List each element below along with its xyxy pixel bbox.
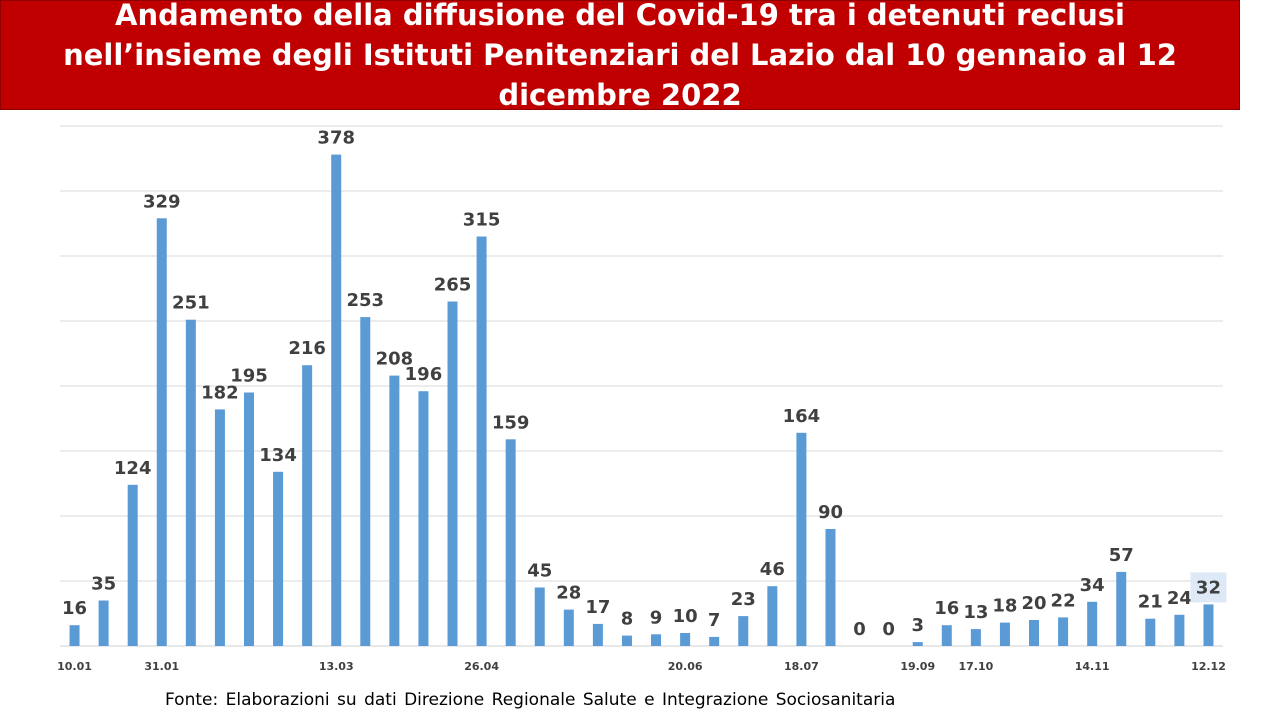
source-note: Fonte: Elaborazioni su dati Direzione Re… xyxy=(165,690,896,710)
bar xyxy=(709,636,720,646)
bar xyxy=(185,319,196,646)
bar xyxy=(767,586,778,646)
title-banner: Andamento della diffusione del Covid-19 … xyxy=(0,0,1240,112)
value-label: 3 xyxy=(911,615,924,636)
value-label: 10 xyxy=(673,606,698,627)
bar xyxy=(1145,618,1156,646)
bar xyxy=(447,301,458,646)
bar xyxy=(1203,604,1214,646)
value-label: 196 xyxy=(405,364,443,385)
bar xyxy=(912,642,923,646)
value-label: 16 xyxy=(934,598,959,619)
bar xyxy=(738,616,749,646)
value-label: 253 xyxy=(346,290,384,311)
value-label: 124 xyxy=(114,458,152,479)
value-label: 20 xyxy=(1021,593,1046,614)
x-tick-label: 18.07 xyxy=(784,660,819,673)
bar xyxy=(534,587,545,646)
value-label: 57 xyxy=(1109,545,1134,566)
bar xyxy=(214,409,225,646)
x-tick-label: 19.09 xyxy=(900,660,935,673)
bar xyxy=(1087,601,1098,646)
value-label: 9 xyxy=(650,607,663,628)
value-label: 8 xyxy=(621,609,634,630)
value-label: 378 xyxy=(317,128,355,149)
value-label: 34 xyxy=(1080,575,1105,596)
x-tick-label: 14.11 xyxy=(1075,660,1110,673)
value-label: 18 xyxy=(992,596,1017,617)
value-label: 251 xyxy=(172,293,210,314)
value-label: 21 xyxy=(1138,592,1163,613)
value-label: 35 xyxy=(91,574,116,595)
value-label: 159 xyxy=(492,412,530,433)
x-tick-label: 10.01 xyxy=(57,660,92,673)
bar xyxy=(1116,571,1127,646)
value-label: 195 xyxy=(230,366,268,387)
x-tick-label: 26.04 xyxy=(464,660,499,673)
value-label: 23 xyxy=(731,589,756,610)
value-label: 265 xyxy=(434,275,472,296)
bar xyxy=(999,622,1010,646)
bar xyxy=(651,634,662,646)
value-label: 17 xyxy=(585,597,610,618)
bar xyxy=(156,218,167,647)
value-label: 32 xyxy=(1196,577,1221,598)
bar xyxy=(331,154,342,646)
value-label: 24 xyxy=(1167,588,1192,609)
bar xyxy=(98,600,109,646)
bar xyxy=(1174,614,1185,646)
bar xyxy=(243,392,254,646)
x-tick-label: 12.12 xyxy=(1191,660,1226,673)
value-label: 28 xyxy=(556,583,581,604)
bar xyxy=(621,635,632,646)
bar xyxy=(476,236,487,646)
x-tick-label: 20.06 xyxy=(668,660,703,673)
bar xyxy=(389,375,400,646)
value-label: 45 xyxy=(527,561,552,582)
x-tick-label: 17.10 xyxy=(958,660,993,673)
bar-chart: 1635124329251182195134216378253208196265… xyxy=(57,125,1227,673)
value-label: 134 xyxy=(259,445,297,466)
x-tick-label: 31.01 xyxy=(144,660,179,673)
value-label: 315 xyxy=(463,210,501,231)
value-label-highlight xyxy=(1190,572,1227,603)
bar xyxy=(941,625,952,646)
bar xyxy=(680,633,691,646)
value-label: 46 xyxy=(760,559,785,580)
value-label: 0 xyxy=(882,619,895,640)
bar xyxy=(796,432,807,646)
value-label: 208 xyxy=(376,349,414,370)
bar xyxy=(273,471,284,646)
bar xyxy=(592,623,603,646)
bar xyxy=(418,391,429,646)
value-label: 0 xyxy=(853,619,866,640)
bar xyxy=(563,609,574,646)
bar xyxy=(1058,617,1069,646)
bar xyxy=(302,365,313,646)
bar xyxy=(825,529,836,646)
chart-title: Andamento della diffusione del Covid-19 … xyxy=(63,0,1177,112)
value-label: 329 xyxy=(143,191,181,212)
x-tick-label: 13.03 xyxy=(319,660,354,673)
value-label: 16 xyxy=(62,598,87,619)
value-label: 22 xyxy=(1051,590,1076,611)
bar xyxy=(127,484,138,646)
value-label: 13 xyxy=(963,602,988,623)
value-label: 164 xyxy=(783,406,821,427)
bar xyxy=(1029,620,1040,646)
bar xyxy=(970,629,981,646)
bar xyxy=(505,439,516,646)
bar xyxy=(69,625,80,646)
bar xyxy=(360,317,371,646)
value-label: 216 xyxy=(288,338,326,359)
value-label: 182 xyxy=(201,382,239,403)
value-label: 7 xyxy=(708,610,721,631)
value-label: 90 xyxy=(818,502,843,523)
